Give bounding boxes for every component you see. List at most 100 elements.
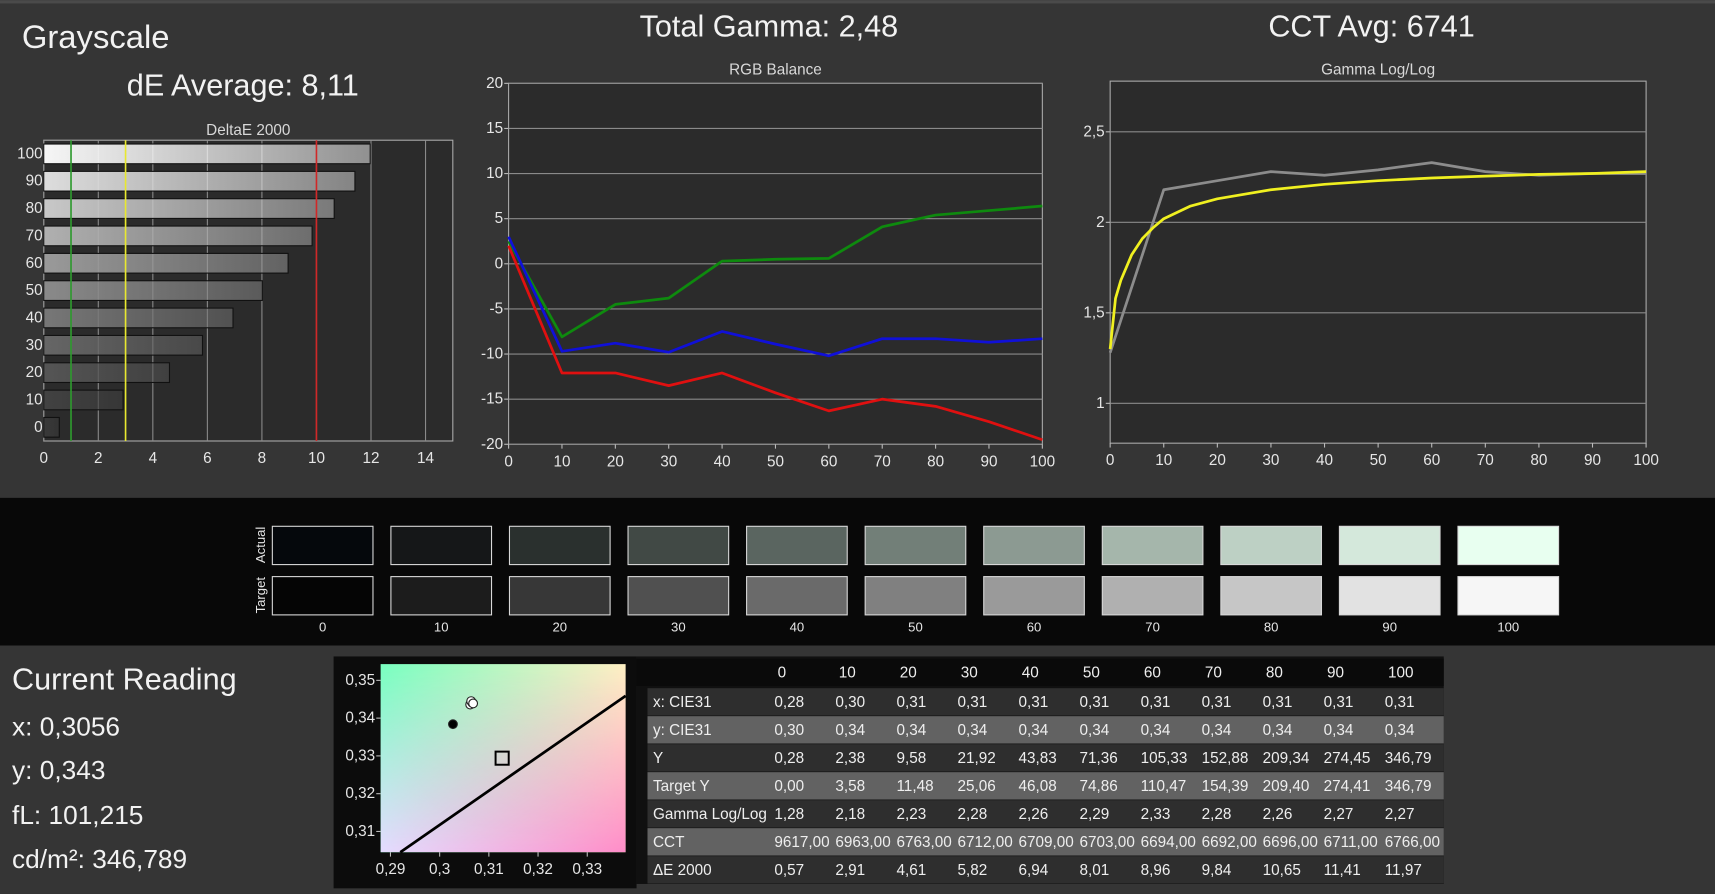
color-swatch — [1338, 576, 1441, 616]
color-swatch — [627, 525, 730, 566]
table-cell: 152,88 — [1202, 750, 1249, 767]
table-cell: 0,31 — [1263, 694, 1293, 711]
column-header: 40 — [1022, 664, 1039, 681]
x-tick-label: 0,3 — [429, 861, 450, 878]
table-cell: 6,94 — [1019, 862, 1049, 879]
row-header: y: CIE31 — [653, 722, 712, 739]
color-swatch — [983, 576, 1085, 616]
column-header: 70 — [1205, 664, 1222, 681]
column-header: 20 — [900, 664, 917, 681]
table-cell: 6692,00 — [1202, 834, 1257, 851]
table-row — [647, 772, 1444, 800]
color-swatch — [746, 576, 848, 616]
table-cell: 2,26 — [1263, 806, 1293, 823]
row-header: CCT — [653, 834, 684, 851]
y-tick-label: 0,31 — [345, 823, 375, 840]
series-line — [507, 204, 1043, 339]
x-tick-label: 0,33 — [572, 861, 602, 878]
table-cell: 5,82 — [957, 862, 987, 879]
x-tick-label: 100 — [1030, 453, 1056, 470]
y-tick-label: 40 — [26, 309, 43, 326]
x-tick-label: 30 — [1262, 452, 1279, 469]
table-cell: 0,00 — [774, 778, 804, 795]
measured-point — [448, 719, 458, 730]
color-swatch — [508, 525, 611, 566]
table-cell: 9,58 — [896, 750, 926, 767]
table-cell: 0,34 — [896, 722, 926, 739]
color-swatch — [864, 525, 967, 566]
table-cell: 6696,00 — [1263, 834, 1318, 851]
y-tick-label: 50 — [26, 282, 43, 299]
cct-average: CCT Avg: 6741 — [1268, 9, 1474, 43]
current-fl: fL: 101,215 — [12, 800, 143, 830]
color-swatch — [864, 576, 967, 616]
x-tick-label: 40 — [1316, 452, 1333, 469]
table-cell: 0,30 — [774, 722, 804, 739]
table-row — [647, 744, 1444, 772]
top-border — [0, 0, 1715, 4]
table-row — [647, 828, 1444, 856]
de-average: dE Average: 8,11 — [127, 69, 359, 103]
current-reading-title: Current Reading — [12, 662, 237, 696]
table-cell: 0,34 — [1019, 722, 1049, 739]
table-cell: 2,18 — [835, 806, 865, 823]
table-cell: 346,79 — [1385, 778, 1432, 795]
row-header: ΔE 2000 — [653, 862, 712, 879]
table-cell: 110,47 — [1141, 778, 1187, 795]
color-swatch — [1101, 525, 1204, 566]
color-swatch — [1220, 525, 1323, 566]
swatch-label: 100 — [1497, 619, 1519, 634]
table-cell: 209,34 — [1263, 750, 1310, 767]
row-header: Y — [653, 750, 663, 767]
y-tick-label: 15 — [486, 120, 503, 137]
table-cell: 43,83 — [1019, 750, 1057, 767]
table-cell: 274,45 — [1324, 750, 1371, 767]
swatch-row-label: Actual — [253, 527, 268, 564]
table-cell: 0,28 — [774, 694, 804, 711]
y-tick-label: 10 — [486, 165, 503, 182]
column-header: 90 — [1327, 664, 1344, 681]
bar — [43, 389, 124, 411]
measured-point — [468, 698, 479, 709]
x-tick-label: 10 — [553, 453, 570, 470]
table-cell: 209,40 — [1263, 778, 1310, 795]
series-line — [1108, 170, 1647, 350]
x-tick-label: 80 — [1530, 452, 1547, 469]
table-cell: 6711,00 — [1324, 834, 1378, 851]
table-cell: 0,34 — [1324, 722, 1354, 739]
table-cell: 0,31 — [896, 694, 926, 711]
table-cell: 9,84 — [1202, 862, 1232, 879]
x-tick-label: 60 — [820, 453, 837, 470]
x-tick-label: 2 — [94, 450, 103, 467]
plot-area-shade — [380, 664, 626, 853]
table-cell: 6703,00 — [1080, 834, 1135, 851]
color-swatch — [271, 576, 374, 616]
row-header: Target Y — [653, 778, 710, 795]
color-swatch — [627, 576, 730, 616]
column-header: 80 — [1266, 664, 1283, 681]
series-line — [507, 236, 1043, 358]
table-cell: 1,28 — [774, 806, 804, 823]
table-cell: 71,36 — [1080, 750, 1118, 767]
row-header: x: CIE31 — [653, 694, 712, 711]
table-cell: 2,28 — [957, 806, 987, 823]
color-swatch — [390, 525, 493, 566]
bar — [43, 416, 60, 438]
color-swatch — [1457, 576, 1560, 616]
chart-title: DeltaE 2000 — [206, 122, 290, 139]
bar — [43, 362, 171, 384]
table-cell: 8,01 — [1080, 862, 1110, 879]
chart-title: Gamma Log/Log — [1321, 62, 1435, 79]
table-cell: 11,97 — [1385, 862, 1422, 879]
table-cell: 6963,00 — [835, 834, 890, 851]
color-swatch — [1101, 576, 1204, 616]
x-tick-label: 0,32 — [523, 861, 553, 878]
x-tick-label: 20 — [607, 453, 624, 470]
total-gamma: Total Gamma: 2,48 — [640, 9, 899, 43]
table-cell: 6763,00 — [896, 834, 951, 851]
y-tick-label: 0,33 — [345, 747, 375, 764]
y-tick-label: 10 — [26, 391, 43, 408]
table-cell: 25,06 — [957, 778, 995, 795]
table-cell: 21,92 — [957, 750, 995, 767]
